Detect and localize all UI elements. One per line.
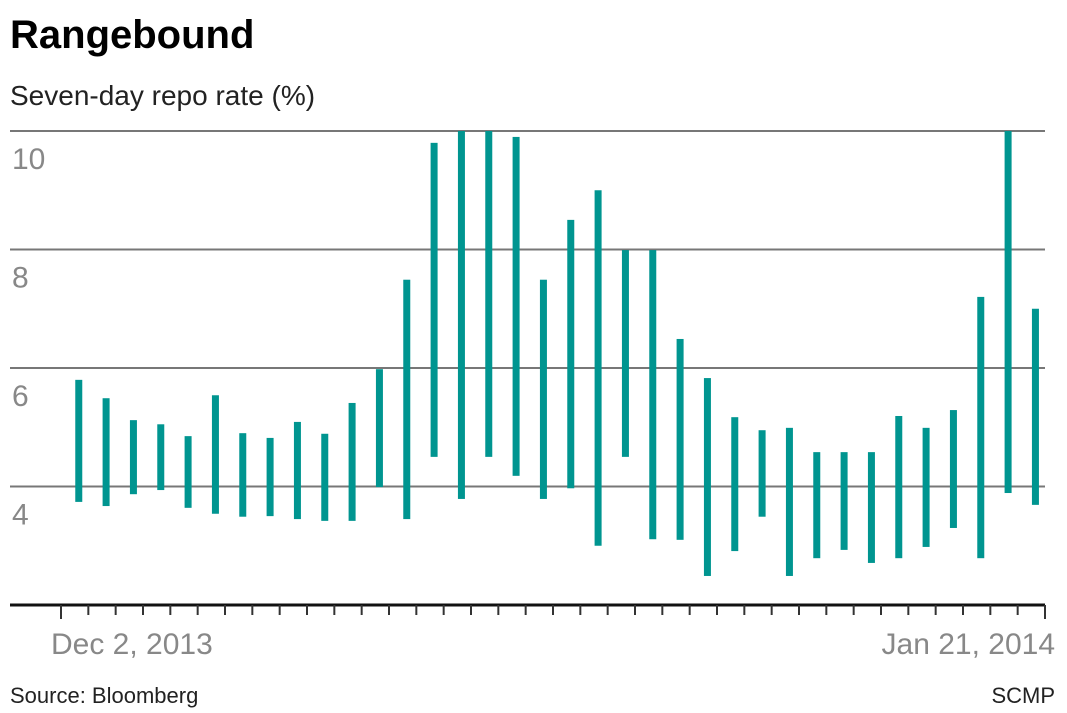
range-bar [211, 395, 219, 514]
range-bar [430, 142, 438, 457]
range-bar [731, 417, 739, 552]
range-bar [321, 433, 329, 521]
range-bar [813, 452, 821, 559]
x-label: Dec 2, 2013 [51, 628, 213, 661]
range-bar [785, 427, 793, 576]
range-bar [1004, 131, 1012, 494]
range-bar [129, 420, 137, 495]
credit: SCMP [991, 683, 1055, 708]
range-bar [239, 433, 247, 517]
y-tick-label: 8 [12, 262, 29, 295]
y-tick-label: 6 [12, 380, 29, 413]
range-bar [1031, 308, 1039, 505]
range-bar [949, 410, 957, 528]
range-bar [75, 379, 83, 502]
range-bar [922, 427, 930, 547]
range-bar [703, 378, 711, 576]
range-bar [512, 136, 520, 476]
range-bar [621, 250, 629, 457]
range-bar [867, 452, 875, 563]
range-bar [594, 190, 602, 546]
range-bar [977, 296, 985, 559]
chart-subtitle: Seven-day repo rate (%) [10, 80, 315, 111]
range-bar [539, 279, 547, 499]
range-bar [184, 436, 192, 508]
range-bar [895, 415, 903, 559]
range-bar [758, 430, 766, 517]
range-bar [840, 452, 848, 550]
source: Source: Bloomberg [10, 683, 198, 708]
y-tick-label: 10 [12, 143, 45, 176]
range-bar [375, 369, 383, 488]
chart-title: Rangebound [10, 13, 254, 57]
range-bar [102, 398, 110, 507]
range-bar [567, 219, 575, 489]
y-tick-label: 4 [12, 499, 29, 532]
range-bar [157, 424, 165, 491]
range-bar [293, 421, 301, 520]
range-bar [457, 131, 465, 499]
range-bar [403, 279, 411, 520]
range-bar [348, 402, 356, 521]
x-label: Jan 21, 2014 [882, 628, 1055, 661]
range-bar [266, 437, 274, 517]
range-bar [485, 131, 493, 457]
range-bar [676, 338, 684, 540]
range-bar [649, 250, 657, 540]
